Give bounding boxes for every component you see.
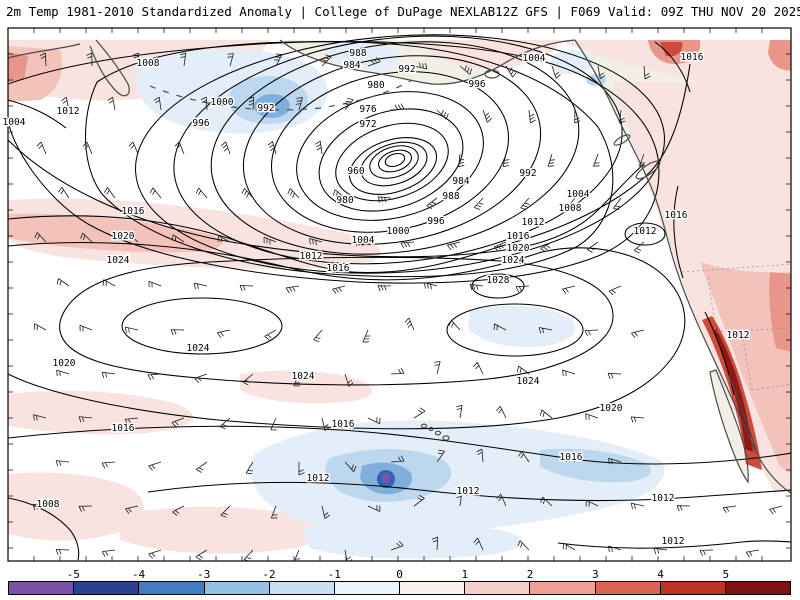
colorbar-segment bbox=[725, 582, 791, 594]
isobar-label: 1008 bbox=[37, 499, 60, 510]
colorbar-tick-label: -3 bbox=[197, 568, 211, 581]
isobar-label: 980 bbox=[336, 195, 353, 206]
colorbar-segment bbox=[660, 582, 726, 594]
colorbar-ticks: -5 -4 -3 -2 -1 0 1 2 3 4 5 bbox=[0, 568, 800, 581]
colorbar-tick-label: 0 bbox=[396, 568, 403, 581]
isobar-label: 992 bbox=[257, 103, 274, 114]
anomaly-colorbar-area: -5 -4 -3 -2 -1 0 1 2 3 4 5 bbox=[0, 568, 800, 600]
isobar-label: 1020 bbox=[112, 231, 135, 242]
weather-map: 1008 1012 1004 1000 996 992 988 984 992 996 1004 10… bbox=[0, 22, 800, 568]
isobar-label: 992 bbox=[519, 168, 536, 179]
coastlines bbox=[8, 39, 791, 495]
colorbar-tick-label: 1 bbox=[461, 568, 469, 581]
isobar-label: 988 bbox=[442, 191, 459, 202]
isobar-label: 1012 bbox=[457, 486, 480, 497]
isobar-label: 1016 bbox=[681, 52, 704, 63]
isobar-label: 1020 bbox=[507, 243, 530, 254]
isobar-label: 1004 bbox=[3, 117, 26, 128]
isobar-label: 1016 bbox=[327, 263, 350, 274]
colorbar-tick-label: 3 bbox=[591, 568, 599, 581]
isobar-label: 980 bbox=[367, 80, 384, 91]
isobar-label: 1028 bbox=[487, 275, 510, 286]
colorbar-segment bbox=[74, 582, 140, 594]
colorbar-tick-label: 5 bbox=[722, 568, 730, 581]
colorbar-segment bbox=[204, 582, 270, 594]
colorbar-tick-label: 2 bbox=[526, 568, 534, 581]
colorbar-segment bbox=[139, 582, 205, 594]
isobar-label: 1008 bbox=[137, 58, 160, 69]
colorbar-segment bbox=[400, 582, 466, 594]
isobar-label: 1016 bbox=[507, 231, 530, 242]
isobar-label: 972 bbox=[359, 119, 376, 130]
isobar-label: 984 bbox=[452, 176, 469, 187]
isobar-label: 1012 bbox=[662, 536, 685, 547]
isobar-label: 1012 bbox=[307, 473, 330, 484]
colorbar-tick-label: -2 bbox=[262, 568, 276, 581]
isobar-label: 1012 bbox=[57, 106, 80, 117]
isobar-label: 1016 bbox=[112, 423, 135, 434]
isobar-label: 996 bbox=[468, 79, 485, 90]
model-run-info: 12Z GFS | F069 Valid: 09Z THU NOV 20 202… bbox=[495, 3, 800, 19]
anomaly-colorbar bbox=[8, 581, 791, 595]
isobar-label: 1000 bbox=[211, 97, 234, 108]
isobar-label: 960 bbox=[347, 166, 364, 177]
colorbar-tick-label: -5 bbox=[66, 568, 80, 581]
isobar-label: 996 bbox=[427, 216, 444, 227]
isobar-label: 1016 bbox=[665, 210, 688, 221]
isobar-label: 1024 bbox=[502, 255, 525, 266]
isobar-label: 1000 bbox=[387, 226, 410, 237]
anomaly-shading bbox=[8, 40, 791, 559]
colorbar-segment bbox=[530, 582, 596, 594]
isobar-label: 988 bbox=[349, 48, 366, 59]
colorbar-segment bbox=[269, 582, 335, 594]
map-frame bbox=[7, 27, 792, 562]
isobar-label: 1012 bbox=[634, 226, 657, 237]
isobar-label: 1004 bbox=[567, 189, 590, 200]
wind-barbs bbox=[32, 52, 783, 561]
isobar-label: 1024 bbox=[517, 376, 540, 387]
colorbar-tick-label: -4 bbox=[131, 568, 146, 581]
isobar-label: 1016 bbox=[332, 419, 355, 430]
state-borders bbox=[681, 263, 791, 391]
isobar-label: 1016 bbox=[122, 206, 145, 217]
isobar-contours bbox=[8, 34, 791, 561]
isobar-label: 1008 bbox=[559, 203, 582, 214]
colorbar-tick-label: -1 bbox=[327, 568, 341, 581]
isobar-label: 1012 bbox=[522, 217, 545, 228]
header-bar: 2m Temp 1981-2010 Standardized Anomaly |… bbox=[0, 0, 800, 22]
isobar-label: 1020 bbox=[53, 358, 76, 369]
isobar-label: 976 bbox=[359, 104, 376, 115]
isobar-label: 1004 bbox=[523, 53, 546, 64]
isobar-label: 1012 bbox=[727, 330, 750, 341]
isobar-label: 1016 bbox=[560, 452, 583, 463]
isobar-label: 1024 bbox=[292, 371, 315, 382]
colorbar-segment bbox=[465, 582, 531, 594]
colorbar-segment bbox=[595, 582, 661, 594]
colorbar-segment bbox=[334, 582, 401, 594]
isobar-label: 1024 bbox=[107, 255, 130, 266]
colorbar-segment bbox=[9, 582, 75, 594]
isobar-label: 1024 bbox=[187, 343, 210, 354]
isobar-label: 1020 bbox=[600, 403, 623, 414]
isobar-label: 1004 bbox=[352, 235, 375, 246]
isobar-label: 1012 bbox=[300, 251, 323, 262]
isobar-label: 996 bbox=[192, 118, 209, 129]
frame-ticks bbox=[8, 28, 791, 561]
isobar-label: 984 bbox=[343, 60, 360, 71]
colorbar-tick-label: 4 bbox=[657, 568, 664, 581]
isobar-label: 992 bbox=[398, 64, 415, 75]
isobar-label: 1012 bbox=[652, 493, 675, 504]
product-title: 2m Temp 1981-2010 Standardized Anomaly |… bbox=[6, 3, 496, 19]
